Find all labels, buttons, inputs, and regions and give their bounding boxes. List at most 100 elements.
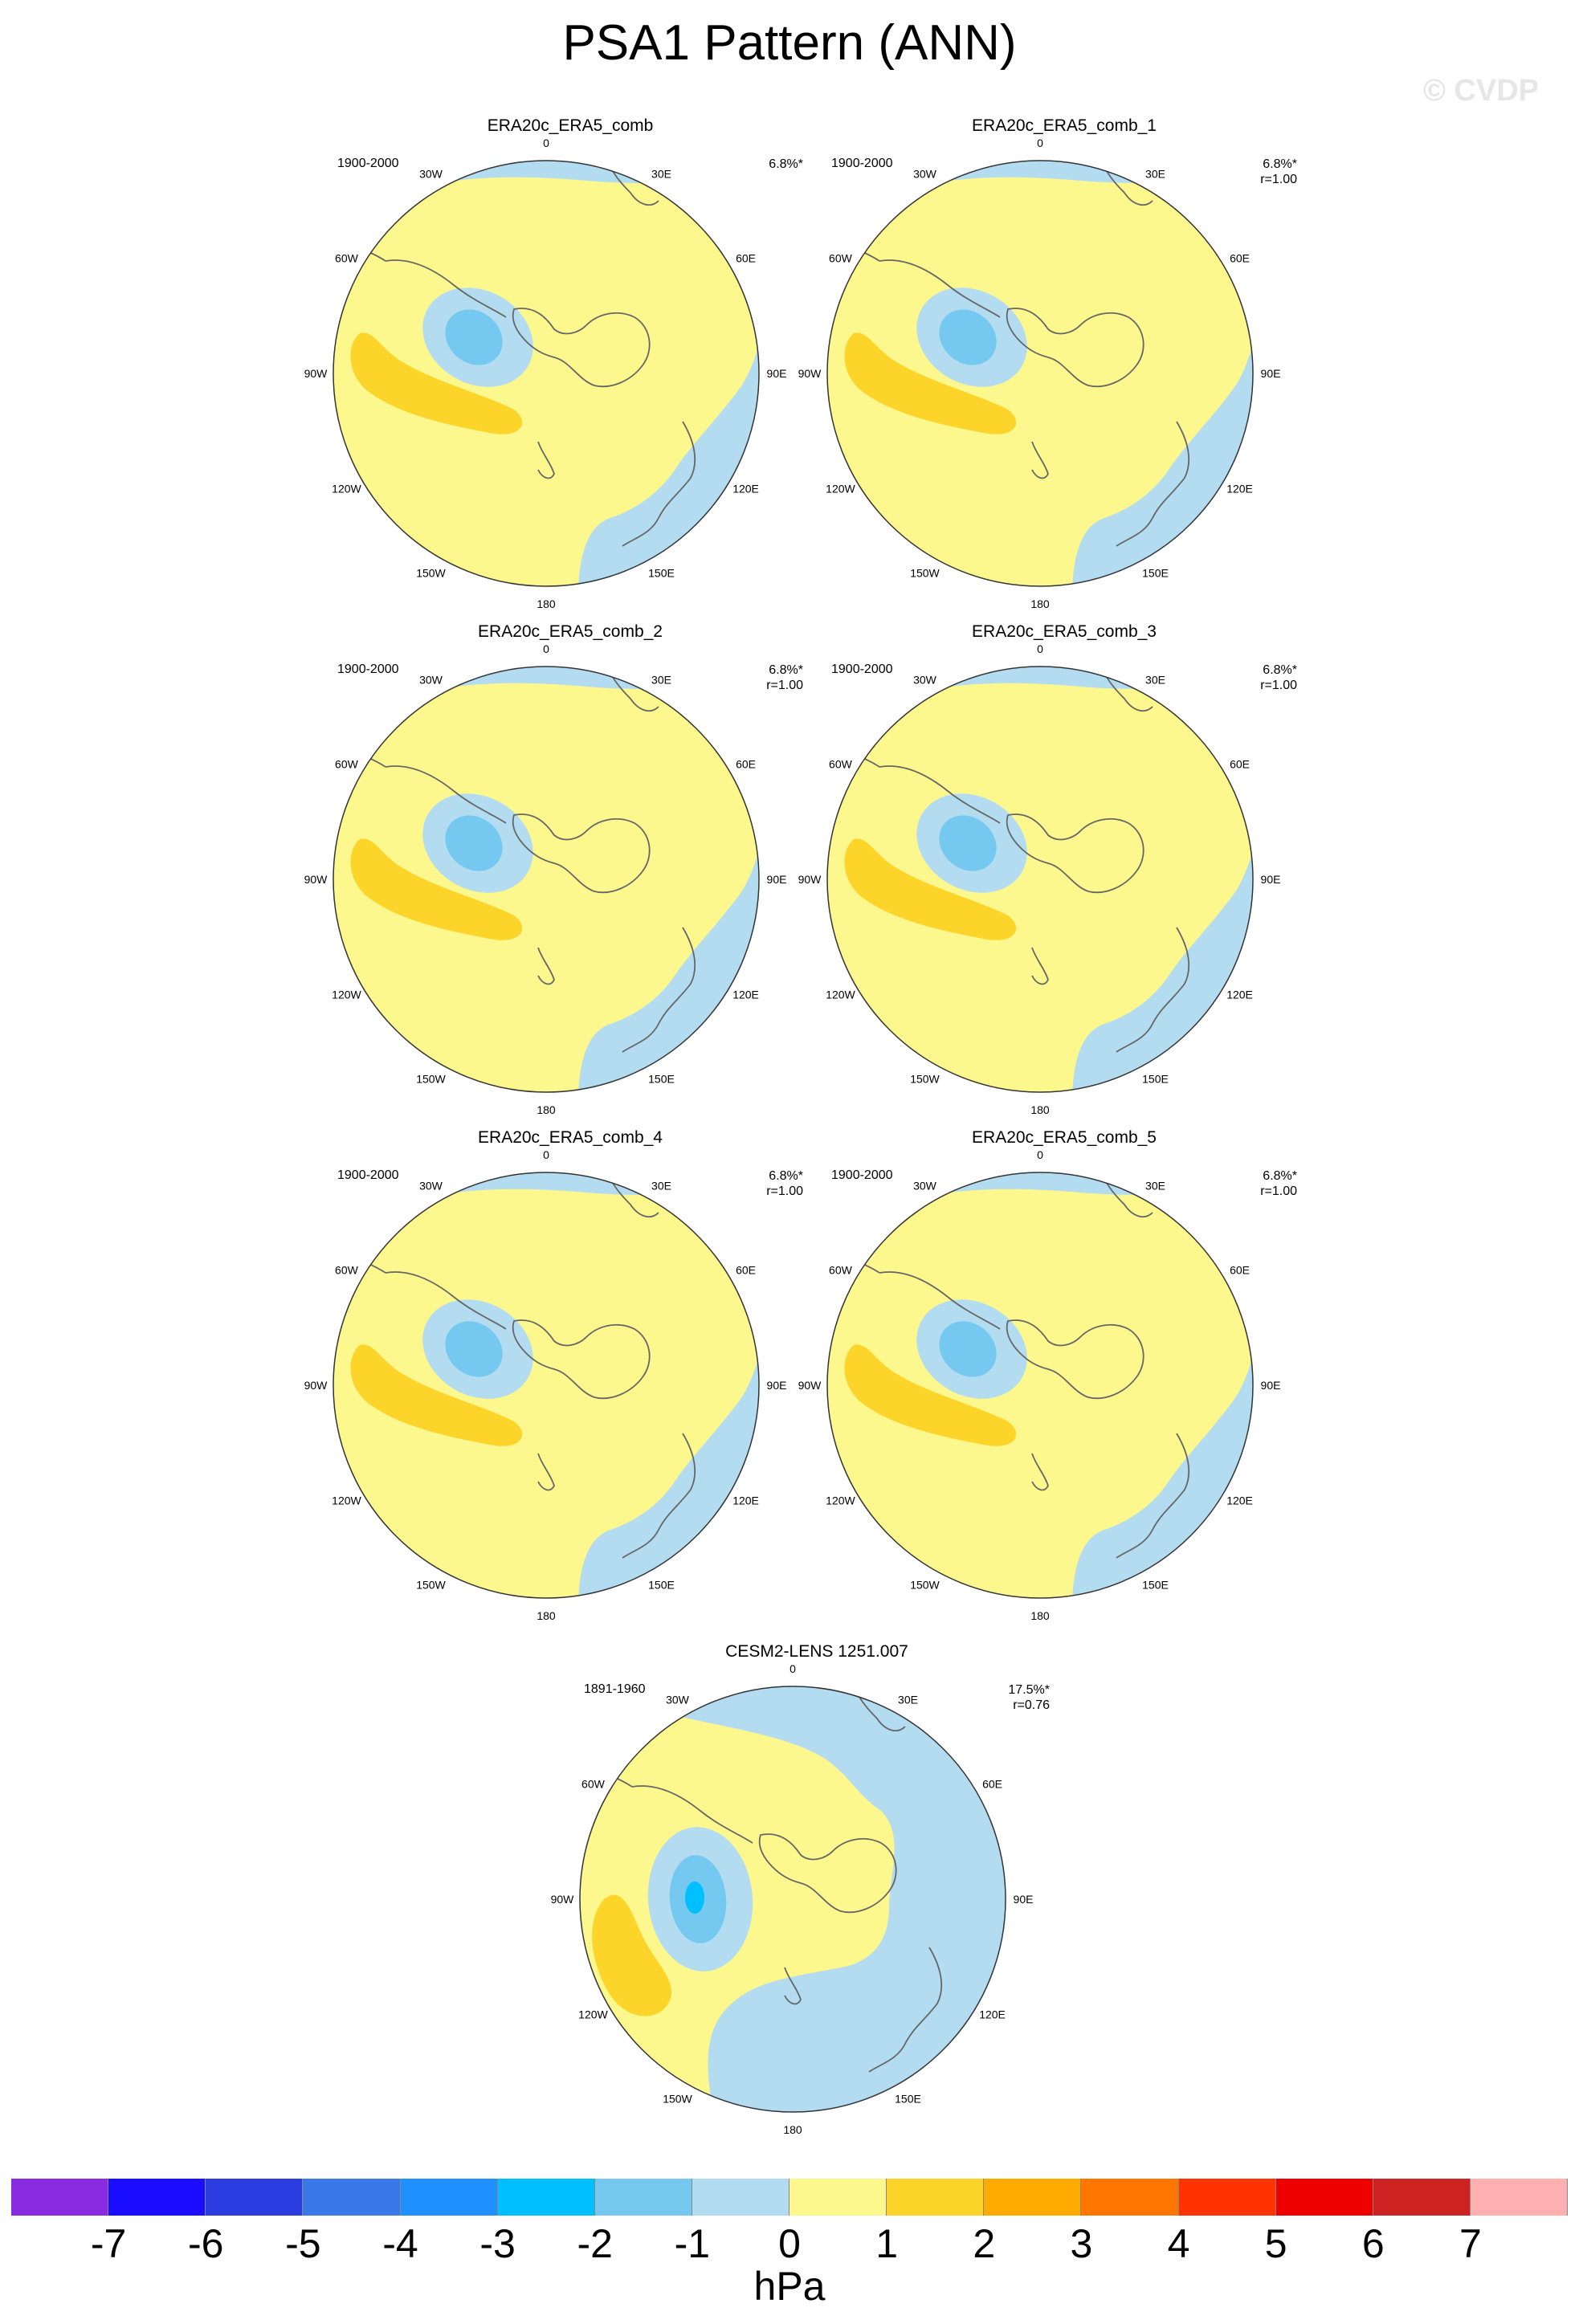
map-field — [580, 1686, 1006, 2112]
longitude-label: 150W — [910, 1073, 940, 1086]
colorbar-tick-label: 5 — [1264, 2221, 1287, 2266]
map-panel-5: ERA20c_ERA5_comb_4 1900-2000 6.8%* r=1.0… — [304, 1128, 924, 1642]
colorbar-cell — [11, 2179, 109, 2216]
negative-anomaly-inner — [445, 309, 503, 365]
coastlines — [827, 667, 1190, 1053]
antarctica-coast — [758, 1833, 897, 1914]
stats-label: 6.8%* r=1.00 — [1225, 663, 1297, 693]
panel-title: CESM2-LENS 1251.007 — [725, 1642, 908, 1661]
panel-title: ERA20c_ERA5_comb_3 — [972, 622, 1157, 641]
coastline-west — [879, 765, 1001, 824]
polar-map: 0 30E 60E 90E 120E 150E 180 150W 120W 90W 60W 30W — [304, 137, 787, 610]
longitude-label: 90W — [304, 873, 328, 886]
longitude-label: 150W — [416, 1073, 446, 1086]
colorbar-cell — [497, 2179, 595, 2216]
longitude-label: 30W — [419, 167, 443, 180]
panel-title: ERA20c_ERA5_comb_1 — [972, 116, 1157, 135]
map-panel-3: ERA20c_ERA5_comb_2 1900-2000 6.8%* r=1.0… — [304, 622, 924, 1136]
longitude-label: 180 — [537, 1609, 556, 1622]
variance-pct: 17.5%* — [1008, 1683, 1050, 1697]
negative-anomaly-inner — [939, 815, 997, 871]
map-field — [333, 1172, 759, 1598]
antarctica-coast — [1006, 813, 1144, 894]
coastline-west — [385, 1271, 507, 1330]
panel-title: ERA20c_ERA5_comb_4 — [478, 1128, 663, 1147]
map-field — [827, 667, 1253, 1092]
colorbar-tick-label: 1 — [875, 2221, 899, 2266]
polar-map: 0 30E 60E 90E 120E 150E 180 150W 120W 90W 60W 30W — [304, 1148, 787, 1622]
colorbar-tick-label: 0 — [778, 2221, 801, 2266]
longitude-label: 150E — [648, 1073, 675, 1086]
positive-anomaly — [350, 1344, 523, 1446]
period-label: 1900-2000 — [831, 663, 893, 676]
stats-label: 6.8%* r=1.00 — [1225, 157, 1297, 187]
period-label: 1891-1960 — [584, 1682, 646, 1696]
stats-label: 6.8%* — [731, 157, 803, 172]
longitude-label: 30E — [651, 167, 671, 180]
longitude-label: 0 — [1037, 642, 1043, 655]
pattern-corr: r=1.00 — [1260, 1184, 1297, 1198]
antarctica-coast — [1006, 308, 1144, 388]
map-panel-2: ERA20c_ERA5_comb_1 1900-2000 6.8%* r=1.0… — [798, 116, 1418, 630]
panel-title: ERA20c_ERA5_comb — [487, 116, 654, 135]
longitude-label: 120W — [826, 483, 855, 495]
colorbar-cell — [1275, 2179, 1373, 2216]
longitude-label: 120W — [332, 483, 361, 495]
pattern-corr: r=1.00 — [766, 679, 803, 692]
longitude-label: 120E — [732, 989, 759, 1001]
longitude-label: 150E — [1142, 1073, 1169, 1086]
map-panel-7: CESM2-LENS 1251.007 1891-1960 17.5%* r=0… — [551, 1642, 1170, 2156]
longitude-label: 90E — [1014, 1893, 1034, 1906]
antarctica-coast — [512, 1319, 651, 1400]
longitude-label: 150E — [895, 2093, 921, 2106]
negative-region-north — [333, 667, 759, 727]
longitude-label: 60E — [736, 1264, 756, 1277]
longitude-label: 30E — [898, 1693, 918, 1706]
island-coast — [537, 441, 555, 479]
antarctica-coast — [1006, 1319, 1144, 1400]
longitude-label: 150E — [648, 567, 675, 580]
map-border — [826, 666, 1254, 1093]
longitude-label: 60E — [982, 1778, 1002, 1791]
negative-anomaly-inner — [445, 1321, 503, 1377]
island-coast — [1031, 441, 1049, 479]
period-label: 1900-2000 — [337, 1168, 399, 1182]
longitude-label: 30E — [1145, 1179, 1165, 1192]
longitude-label: 150E — [1142, 567, 1169, 580]
longitude-label: 120E — [1226, 989, 1253, 1001]
longitude-label: 0 — [1037, 137, 1043, 149]
longitude-label: 0 — [543, 137, 549, 149]
polar-map: 0 30E 60E 90E 120E 150E 180 150W 120W 90W 60W 30W — [798, 137, 1281, 610]
longitude-label: 150W — [910, 567, 940, 580]
positive-anomaly — [350, 332, 523, 434]
coastline-west — [385, 765, 507, 824]
antarctica-coast — [512, 308, 651, 388]
island-coast — [1031, 1453, 1049, 1491]
longitude-label: 60W — [335, 252, 359, 265]
panel-title: ERA20c_ERA5_comb_2 — [478, 622, 663, 641]
polar-map: 0 30E 60E 90E 120E 150E 180 150W 120W 90W 60W 30W — [798, 1148, 1281, 1622]
longitude-label: 180 — [1030, 597, 1050, 610]
period-label: 1900-2000 — [337, 157, 399, 170]
longitude-label: 30E — [651, 1179, 671, 1192]
period-label: 1900-2000 — [337, 663, 399, 676]
longitude-label: 180 — [537, 1103, 556, 1116]
island-coast — [1031, 947, 1049, 985]
negative-region-north — [333, 161, 759, 221]
map-border — [826, 160, 1254, 587]
negative-anomaly-inner — [445, 815, 503, 871]
longitude-label: 60W — [581, 1778, 606, 1791]
colorbar-tick-label: 3 — [1070, 2221, 1093, 2266]
map-panel-6: ERA20c_ERA5_comb_5 1900-2000 6.8%* r=1.0… — [798, 1128, 1418, 1642]
longitude-label: 60E — [1230, 758, 1250, 771]
colorbar-tick-label: -5 — [285, 2221, 321, 2266]
longitude-label: 30E — [1145, 167, 1165, 180]
negative-region-north — [827, 161, 1253, 221]
figure-title: PSA1 Pattern (ANN) — [562, 15, 1017, 71]
stats-label: 6.8%* r=1.00 — [1225, 1168, 1297, 1199]
coastline-west — [385, 259, 507, 318]
coastline-west — [879, 1271, 1001, 1330]
longitude-label: 90W — [798, 1379, 822, 1392]
negative-region-northwest — [827, 1197, 851, 1229]
colorbar-cell — [984, 2179, 1082, 2216]
